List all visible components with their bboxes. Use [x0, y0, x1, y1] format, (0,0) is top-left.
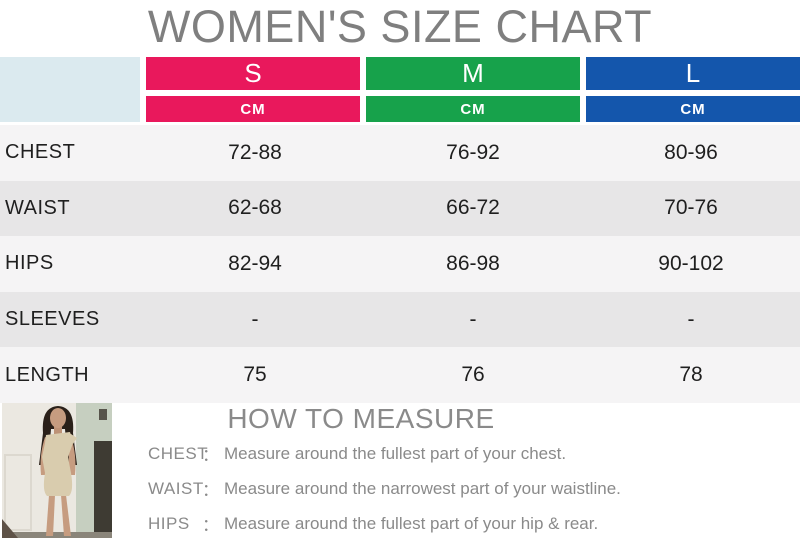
table-row-chest: CHEST 72-88 76-92 80-96	[0, 125, 800, 181]
table-row-sleeves: SLEEVES - - -	[0, 291, 800, 348]
unit-header-s: CM	[146, 96, 360, 122]
unit-header-l: CM	[586, 96, 800, 122]
cell-value: -	[469, 307, 477, 331]
cell-value: 72-88	[228, 140, 282, 164]
size-chart-body: CHEST 72-88 76-92 80-96 WAIST 62-68 66-7…	[0, 125, 800, 403]
measure-instruction-chest: CHEST ： Measure around the fullest part …	[148, 436, 788, 471]
row-label: LENGTH	[5, 363, 90, 386]
cell-value: 76-92	[446, 140, 500, 164]
measure-instruction-hips: HIPS ： Measure around the fullest part o…	[148, 506, 788, 538]
page-title: WOMEN'S SIZE CHART	[147, 1, 653, 52]
measure-instruction-waist: WAIST ： Measure around the narrowest par…	[148, 471, 788, 506]
cell-value: 70-76	[664, 196, 718, 220]
how-to-measure-heading: HOW TO MEASURE	[227, 403, 495, 434]
cell-value: 82-94	[228, 251, 282, 275]
size-column-m: M CM	[366, 57, 580, 122]
instruction-label: WAIST	[148, 478, 204, 498]
unit-header-m: CM	[366, 96, 580, 122]
instruction-colon: ：	[202, 446, 219, 465]
cell-value: 78	[679, 363, 703, 387]
cell-value: -	[687, 307, 695, 331]
instruction-text: Measure around the narrowest part of you…	[224, 478, 621, 498]
measure-instructions: CHEST ： Measure around the fullest part …	[148, 436, 788, 538]
row-label: HIPS	[5, 252, 54, 275]
row-label: SLEEVES	[5, 308, 100, 331]
cell-value: 62-68	[228, 196, 282, 220]
instruction-label: CHEST	[148, 443, 209, 463]
size-chart-header: S CM M CM L CM	[0, 57, 800, 122]
instruction-colon: ：	[202, 516, 219, 535]
instruction-colon: ：	[202, 481, 219, 500]
model-photo	[2, 403, 112, 538]
table-row-length: LENGTH 75 76 78	[0, 347, 800, 403]
size-column-s: S CM	[146, 57, 360, 122]
size-column-l: L CM	[586, 57, 800, 122]
cell-value: 86-98	[446, 251, 500, 275]
instruction-text: Measure around the fullest part of your …	[224, 443, 567, 463]
size-header-s: S	[146, 57, 360, 90]
model-photo-illustration	[2, 403, 112, 538]
cell-value: -	[251, 307, 259, 331]
row-label: WAIST	[5, 196, 71, 219]
table-row-waist: WAIST 62-68 66-72 70-76	[0, 180, 800, 237]
cell-value: 75	[243, 363, 267, 387]
cell-value: 90-102	[658, 251, 724, 275]
instruction-text: Measure around the fullest part of your …	[224, 513, 599, 533]
cell-value: 66-72	[446, 196, 500, 220]
size-header-l: L	[586, 57, 800, 90]
size-header-m: M	[366, 57, 580, 90]
instruction-label: HIPS	[148, 513, 190, 533]
row-label: CHEST	[5, 141, 76, 164]
header-corner-cell	[0, 57, 140, 122]
cell-value: 80-96	[664, 140, 718, 164]
cell-value: 76	[461, 363, 485, 387]
table-row-hips: HIPS 82-94 86-98 90-102	[0, 236, 800, 292]
